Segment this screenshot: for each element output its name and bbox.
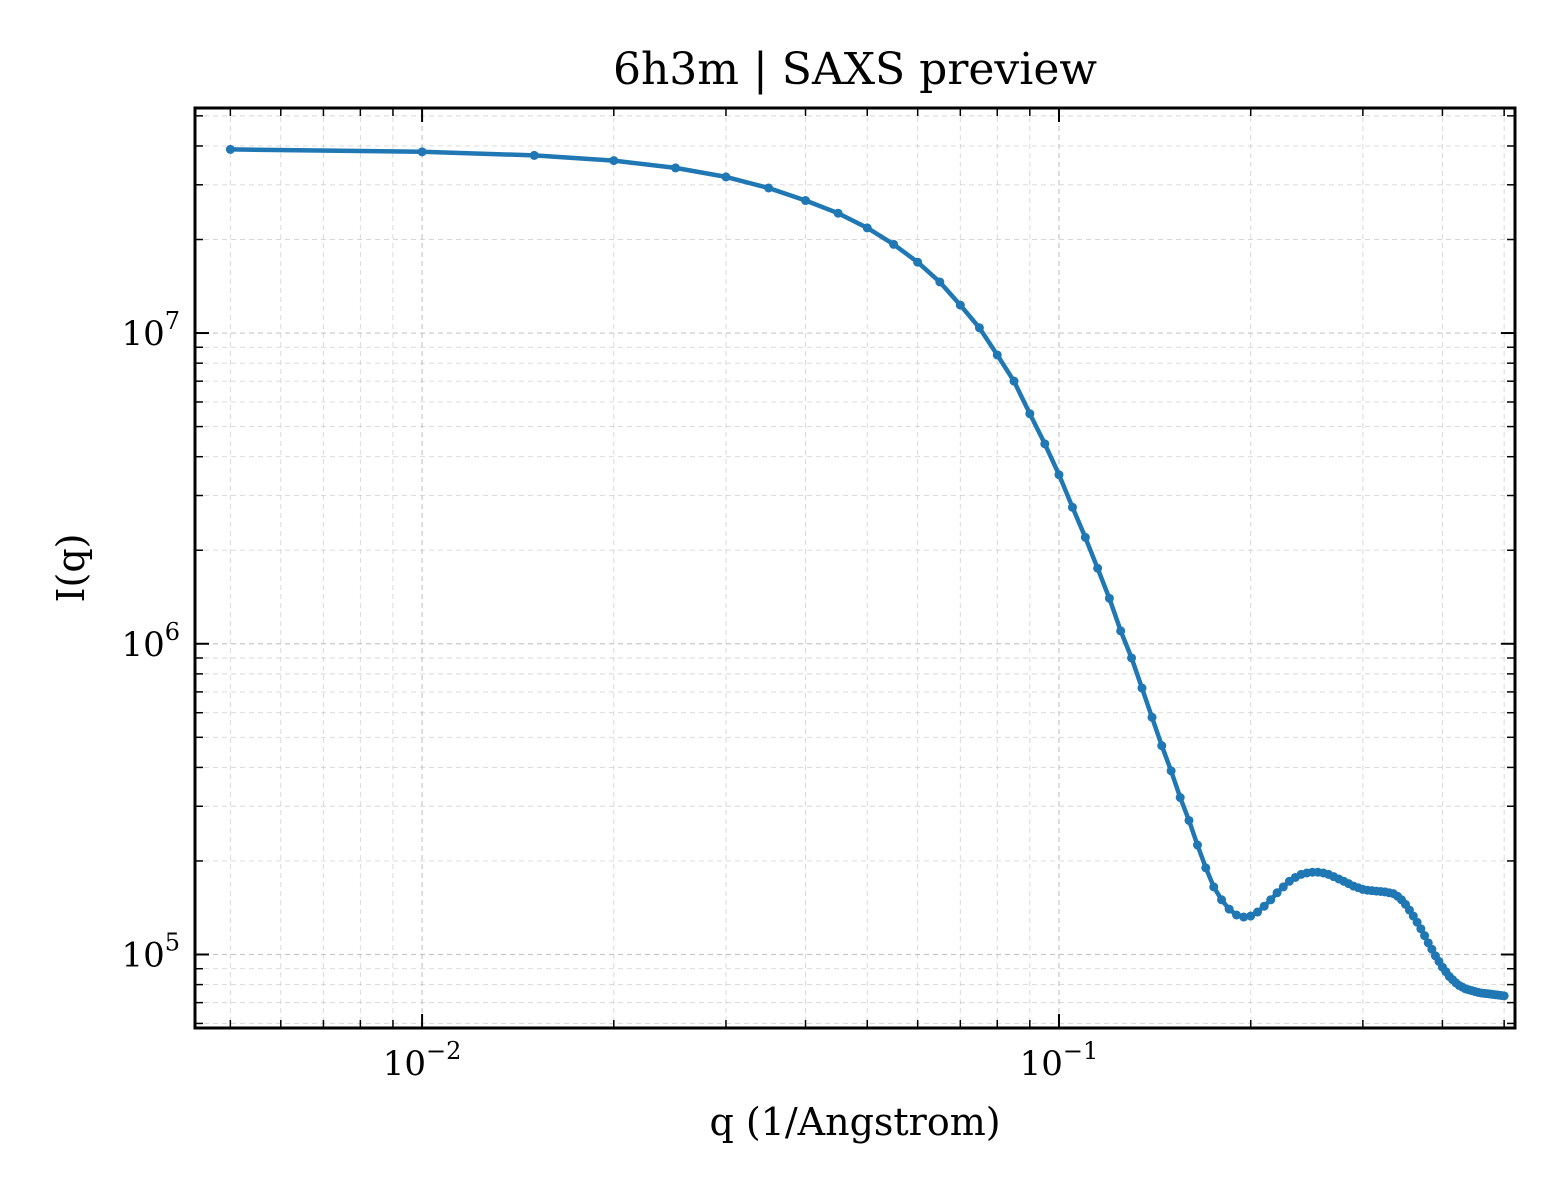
data-point (225, 144, 235, 154)
data-point (1175, 793, 1185, 803)
data-point (1201, 863, 1211, 873)
data-point (1166, 766, 1176, 776)
data-point (1067, 502, 1077, 512)
data-point (1246, 911, 1256, 921)
data-point (801, 196, 811, 206)
y-tick-label: 105 (121, 928, 180, 975)
grid (195, 108, 1515, 1028)
data-point (1259, 901, 1269, 911)
data-point (764, 183, 774, 193)
data-point (955, 300, 965, 310)
data-point (1104, 593, 1114, 603)
data-point (1266, 895, 1276, 905)
data-point (913, 257, 923, 267)
data-point (417, 147, 427, 157)
data-point (721, 172, 731, 182)
x-axis-label: q (1/Angstrom) (709, 1100, 1000, 1144)
data-point (1054, 470, 1064, 480)
data-point (1420, 931, 1430, 941)
data-point (609, 156, 619, 166)
data-point (992, 350, 1002, 360)
data-point (1093, 563, 1103, 573)
x-tick-label: 10−1 (1020, 1037, 1099, 1084)
tick-labels: 10−2 10−1 105 106 107 (121, 307, 1098, 1084)
x-tick-label: 10−2 (383, 1037, 462, 1084)
data-point (862, 223, 872, 233)
data-point (671, 163, 681, 173)
data-point (1009, 376, 1019, 386)
data-point (1232, 910, 1242, 920)
data-point (1427, 944, 1437, 954)
data-point (1224, 904, 1234, 914)
data-point (1157, 741, 1167, 751)
data-point (1209, 882, 1219, 892)
chart-title: 6h3m | SAXS preview (613, 44, 1097, 95)
data-point (1127, 653, 1137, 663)
data-point (833, 208, 843, 218)
data-point (1499, 991, 1509, 1001)
y-tick-label: 106 (121, 618, 180, 665)
data-point (1253, 907, 1263, 917)
data-point (1116, 626, 1126, 636)
series-layer (225, 144, 1509, 1001)
data-point (1147, 712, 1157, 722)
data-point (1278, 882, 1288, 892)
data-point (1412, 917, 1422, 927)
data-point (1184, 815, 1194, 825)
data-point (1025, 409, 1035, 419)
data-point (1239, 912, 1249, 922)
data-point (1217, 895, 1227, 905)
data-point (529, 150, 539, 160)
data-point (1040, 439, 1050, 449)
data-point (1080, 532, 1090, 542)
data-point (935, 277, 945, 287)
data-point (1272, 888, 1282, 898)
plot-frame (193, 106, 1517, 1030)
data-point (1192, 840, 1202, 850)
data-point (1137, 683, 1147, 693)
y-axis-label: I(q) (49, 534, 93, 603)
data-point (974, 323, 984, 333)
data-point (889, 239, 899, 249)
data-point (1416, 924, 1426, 934)
y-tick-label: 107 (121, 307, 180, 354)
